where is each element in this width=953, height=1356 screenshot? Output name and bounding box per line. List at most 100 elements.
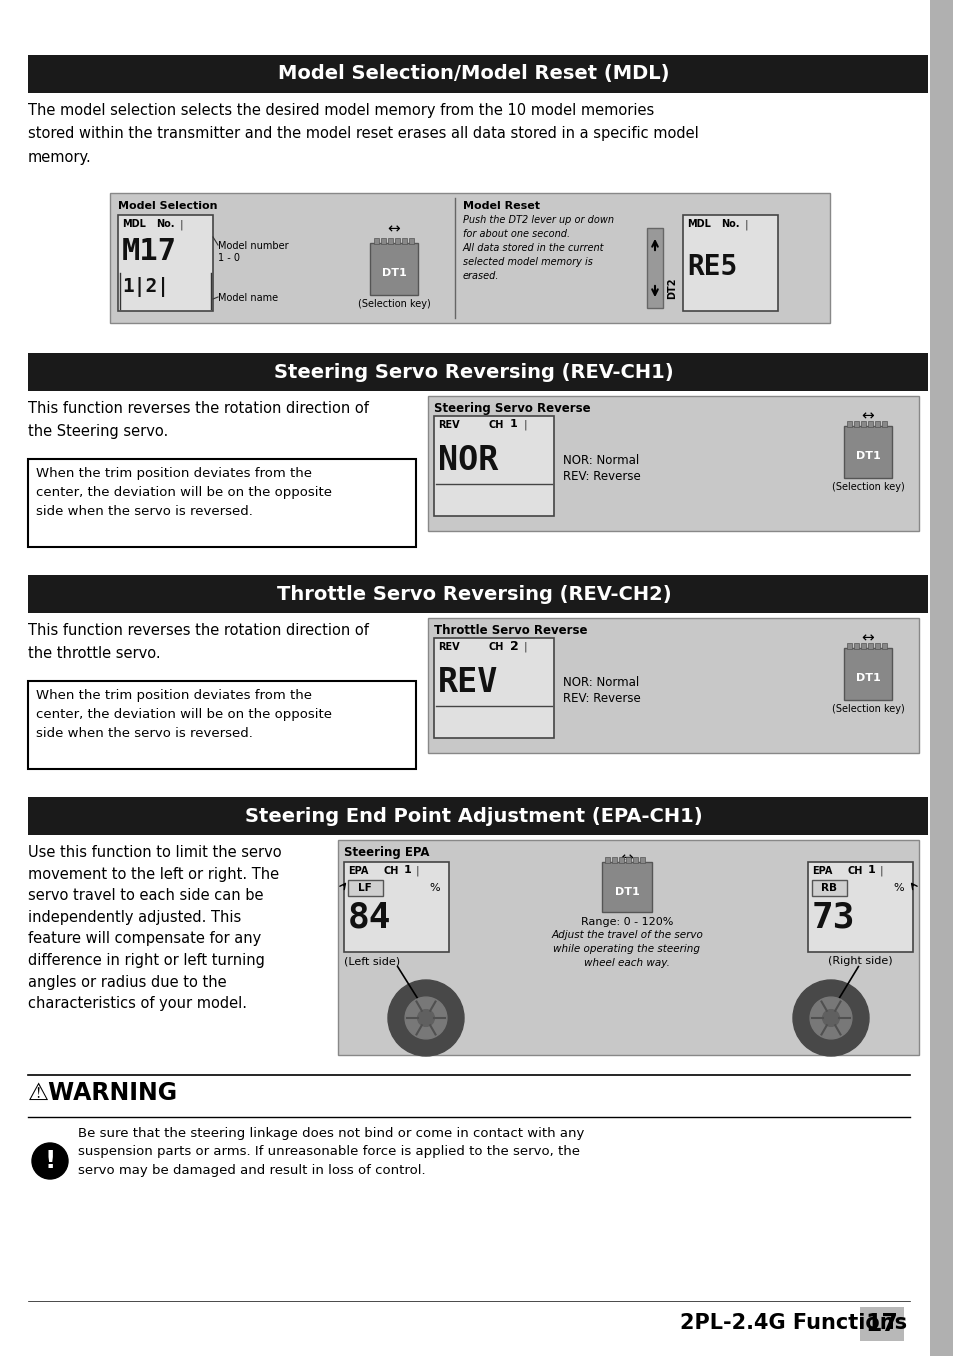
Text: Steering EPA: Steering EPA [344,846,429,858]
Bar [811,880,846,896]
Text: REV: REV [437,641,459,652]
Text: Use this function to limit the servo
movement to the left or right. The
servo tr: Use this function to limit the servo mov… [28,845,281,1012]
Bar [853,420,858,427]
Bar [843,648,891,700]
Text: CH: CH [489,420,504,430]
Text: ↔: ↔ [861,631,874,645]
Text: |: | [416,866,419,876]
Text: Model Selection: Model Selection [118,201,217,212]
Text: Model number: Model number [218,241,289,251]
Bar [682,216,778,311]
Bar [867,420,872,427]
Bar [882,420,886,427]
Bar [28,681,416,769]
Bar [625,857,630,862]
Text: REV: Reverse: REV: Reverse [562,692,640,705]
Text: Adjust the travel of the servo
while operating the steering
wheel each way.: Adjust the travel of the servo while ope… [551,930,702,968]
Text: EPA: EPA [348,866,368,876]
Bar [388,239,393,244]
Text: 84: 84 [348,900,391,934]
Text: Model name: Model name [218,293,278,302]
Text: Range: 0 - 120%: Range: 0 - 120% [580,917,673,928]
Text: 17: 17 [864,1313,898,1336]
Text: RB: RB [821,883,836,894]
Text: Be sure that the steering linkage does not bind or come in contact with any
susp: Be sure that the steering linkage does n… [78,1127,584,1177]
Text: MDL: MDL [686,220,710,229]
Bar [874,420,879,427]
Text: ↔: ↔ [861,408,874,423]
Text: |: | [744,220,748,231]
Text: 73: 73 [811,900,855,934]
Text: Steering Servo Reversing (REV-CH1): Steering Servo Reversing (REV-CH1) [274,362,673,381]
Bar [846,420,851,427]
Text: 1|2|: 1|2| [122,277,169,297]
Text: 1: 1 [510,419,517,428]
Bar [28,797,927,835]
Text: CH: CH [384,866,399,876]
Text: 2PL-2.4G Functions: 2PL-2.4G Functions [679,1313,906,1333]
Circle shape [809,997,851,1039]
Text: 1: 1 [867,865,875,875]
Text: |: | [523,420,527,430]
Text: No.: No. [156,220,174,229]
Bar [428,396,918,532]
Circle shape [821,1010,839,1026]
Text: Steering End Point Adjustment (EPA-CH1): Steering End Point Adjustment (EPA-CH1) [245,807,702,826]
Text: DT2: DT2 [666,277,677,298]
Text: ↔: ↔ [387,221,400,236]
Bar [646,228,662,308]
Text: !: ! [44,1149,55,1173]
Bar [409,239,414,244]
Text: CH: CH [847,866,862,876]
Text: This function reverses the rotation direction of
the Steering servo.: This function reverses the rotation dire… [28,401,369,439]
Bar [846,643,851,650]
Text: |: | [879,866,882,876]
Circle shape [32,1143,68,1178]
Text: NOR: NOR [437,443,497,477]
Circle shape [405,997,446,1039]
Text: NOR: Normal: NOR: Normal [562,454,639,466]
Text: RE5: RE5 [686,254,737,281]
Bar [867,643,872,650]
Bar [374,239,378,244]
Text: %: % [892,883,902,894]
Text: Model Selection/Model Reset (MDL): Model Selection/Model Reset (MDL) [278,65,669,84]
Bar [807,862,912,952]
Text: (Selection key): (Selection key) [831,481,903,492]
Text: When the trim position deviates from the
center, the deviation will be on the op: When the trim position deviates from the… [36,466,332,518]
Text: 2: 2 [510,640,518,654]
Text: NOR: Normal: NOR: Normal [562,677,639,689]
Text: (Right side): (Right side) [827,956,891,965]
Text: |: | [523,641,527,652]
Text: REV: REV [437,666,497,698]
Text: 1 - 0: 1 - 0 [218,254,240,263]
Circle shape [792,980,868,1056]
Bar [118,216,213,311]
Bar [618,857,623,862]
Text: (Selection key): (Selection key) [357,300,430,309]
Text: The model selection selects the desired model memory from the 10 model memories
: The model selection selects the desired … [28,103,698,165]
Bar [28,56,927,94]
Bar [110,193,829,323]
Text: Model Reset: Model Reset [462,201,539,212]
Bar [604,857,609,862]
Text: DT1: DT1 [855,452,880,461]
Text: M17: M17 [122,237,177,266]
Text: DT1: DT1 [855,673,880,683]
Text: %: % [429,883,439,894]
Bar [28,458,416,546]
Text: |: | [180,220,183,231]
Text: (Left side): (Left side) [344,956,399,965]
Bar [874,643,879,650]
Bar [434,639,554,738]
Text: Steering Servo Reverse: Steering Servo Reverse [434,401,590,415]
Text: Push the DT2 lever up or down
for about one second.
All data stored in the curre: Push the DT2 lever up or down for about … [462,216,614,281]
Text: Throttle Servo Reversing (REV-CH2): Throttle Servo Reversing (REV-CH2) [276,584,671,603]
Bar [337,839,918,1055]
Text: (Selection key): (Selection key) [831,704,903,715]
Bar [401,239,407,244]
Text: ⚠WARNING: ⚠WARNING [28,1081,178,1105]
Bar [639,857,644,862]
Text: LF: LF [357,883,372,894]
Bar [859,1307,903,1341]
